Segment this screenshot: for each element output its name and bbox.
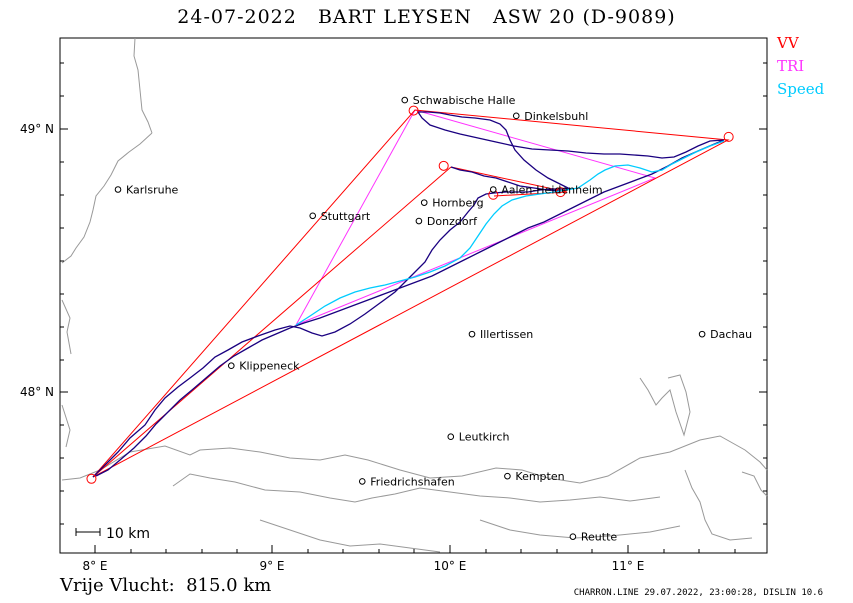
town-marker	[504, 472, 511, 480]
town-marker	[358, 478, 366, 485]
town-label: Illertissen	[480, 328, 533, 341]
legend-vv: VV	[777, 34, 799, 52]
town-label: Schwabische Halle	[413, 94, 516, 107]
town-marker	[114, 186, 122, 193]
town-label: Klippeneck	[239, 360, 300, 373]
y-tick-49n: 49° N	[20, 122, 54, 136]
x-tick-8e: 8° E	[82, 559, 107, 573]
vv-route	[92, 109, 730, 478]
town-label: Donzdorf	[427, 215, 478, 228]
town-label: Stuttgart	[321, 210, 371, 223]
distance-label: Vrije Vlucht: 815.0 km	[60, 575, 272, 596]
credit-line: CHARRON.LINE 29.07.2022, 23:00:28, DISLI…	[573, 588, 823, 598]
turnpoint-marker	[438, 160, 449, 171]
town-marker	[227, 362, 235, 370]
legend-tri: TRI	[777, 57, 805, 75]
town-layer: Schwabische Halle Dinkelsbuhl Karlsruhe Stu…	[114, 94, 752, 544]
town-label: Karlsruhe	[126, 183, 179, 196]
vv-route-inner	[450, 166, 568, 197]
x-tick-9e: 9° E	[259, 559, 284, 573]
town-label: Kempten	[515, 470, 564, 483]
turnpoint-layer	[86, 105, 734, 484]
flight-track	[92, 111, 725, 478]
town-marker	[447, 433, 455, 441]
turnpoint-marker	[86, 473, 97, 484]
turnpoint-marker	[723, 131, 734, 142]
town-label: Dachau	[710, 328, 752, 341]
town-label: Reutte	[581, 531, 618, 544]
town-marker	[698, 330, 706, 338]
page-title: 24-07-2022 BART LEYSEN ASW 20 (D-9089)	[177, 6, 676, 28]
turnpoint-marker	[408, 105, 419, 116]
town-label: Dinkelsbuhl	[524, 110, 588, 123]
town-marker	[468, 330, 476, 338]
scale-bar: 10 km	[75, 526, 150, 542]
border-lines	[61, 37, 768, 553]
tri-route	[295, 109, 657, 326]
scale-bar-label: 10 km	[106, 526, 150, 542]
x-tick-10e: 10° E	[434, 559, 467, 573]
town-label: Aalen-Heidenheim	[501, 183, 602, 196]
town-marker	[401, 96, 409, 104]
town-label: Leutkirch	[459, 431, 510, 444]
vv-route-link	[92, 166, 452, 478]
town-marker	[512, 112, 520, 120]
y-tick-48n: 48° N	[20, 385, 54, 399]
town-label: Hornberg	[432, 197, 483, 210]
town-marker	[420, 199, 428, 206]
speed-track	[295, 140, 725, 326]
town-marker	[309, 212, 317, 220]
turnpoint-marker	[555, 187, 566, 198]
legend-speed: Speed	[777, 80, 825, 98]
tick-marks	[60, 62, 767, 553]
town-label: Friedrichshafen	[370, 475, 455, 488]
town-marker	[569, 533, 577, 540]
town-marker	[489, 186, 497, 193]
town-marker	[415, 217, 423, 225]
x-tick-11e: 11° E	[612, 559, 645, 573]
